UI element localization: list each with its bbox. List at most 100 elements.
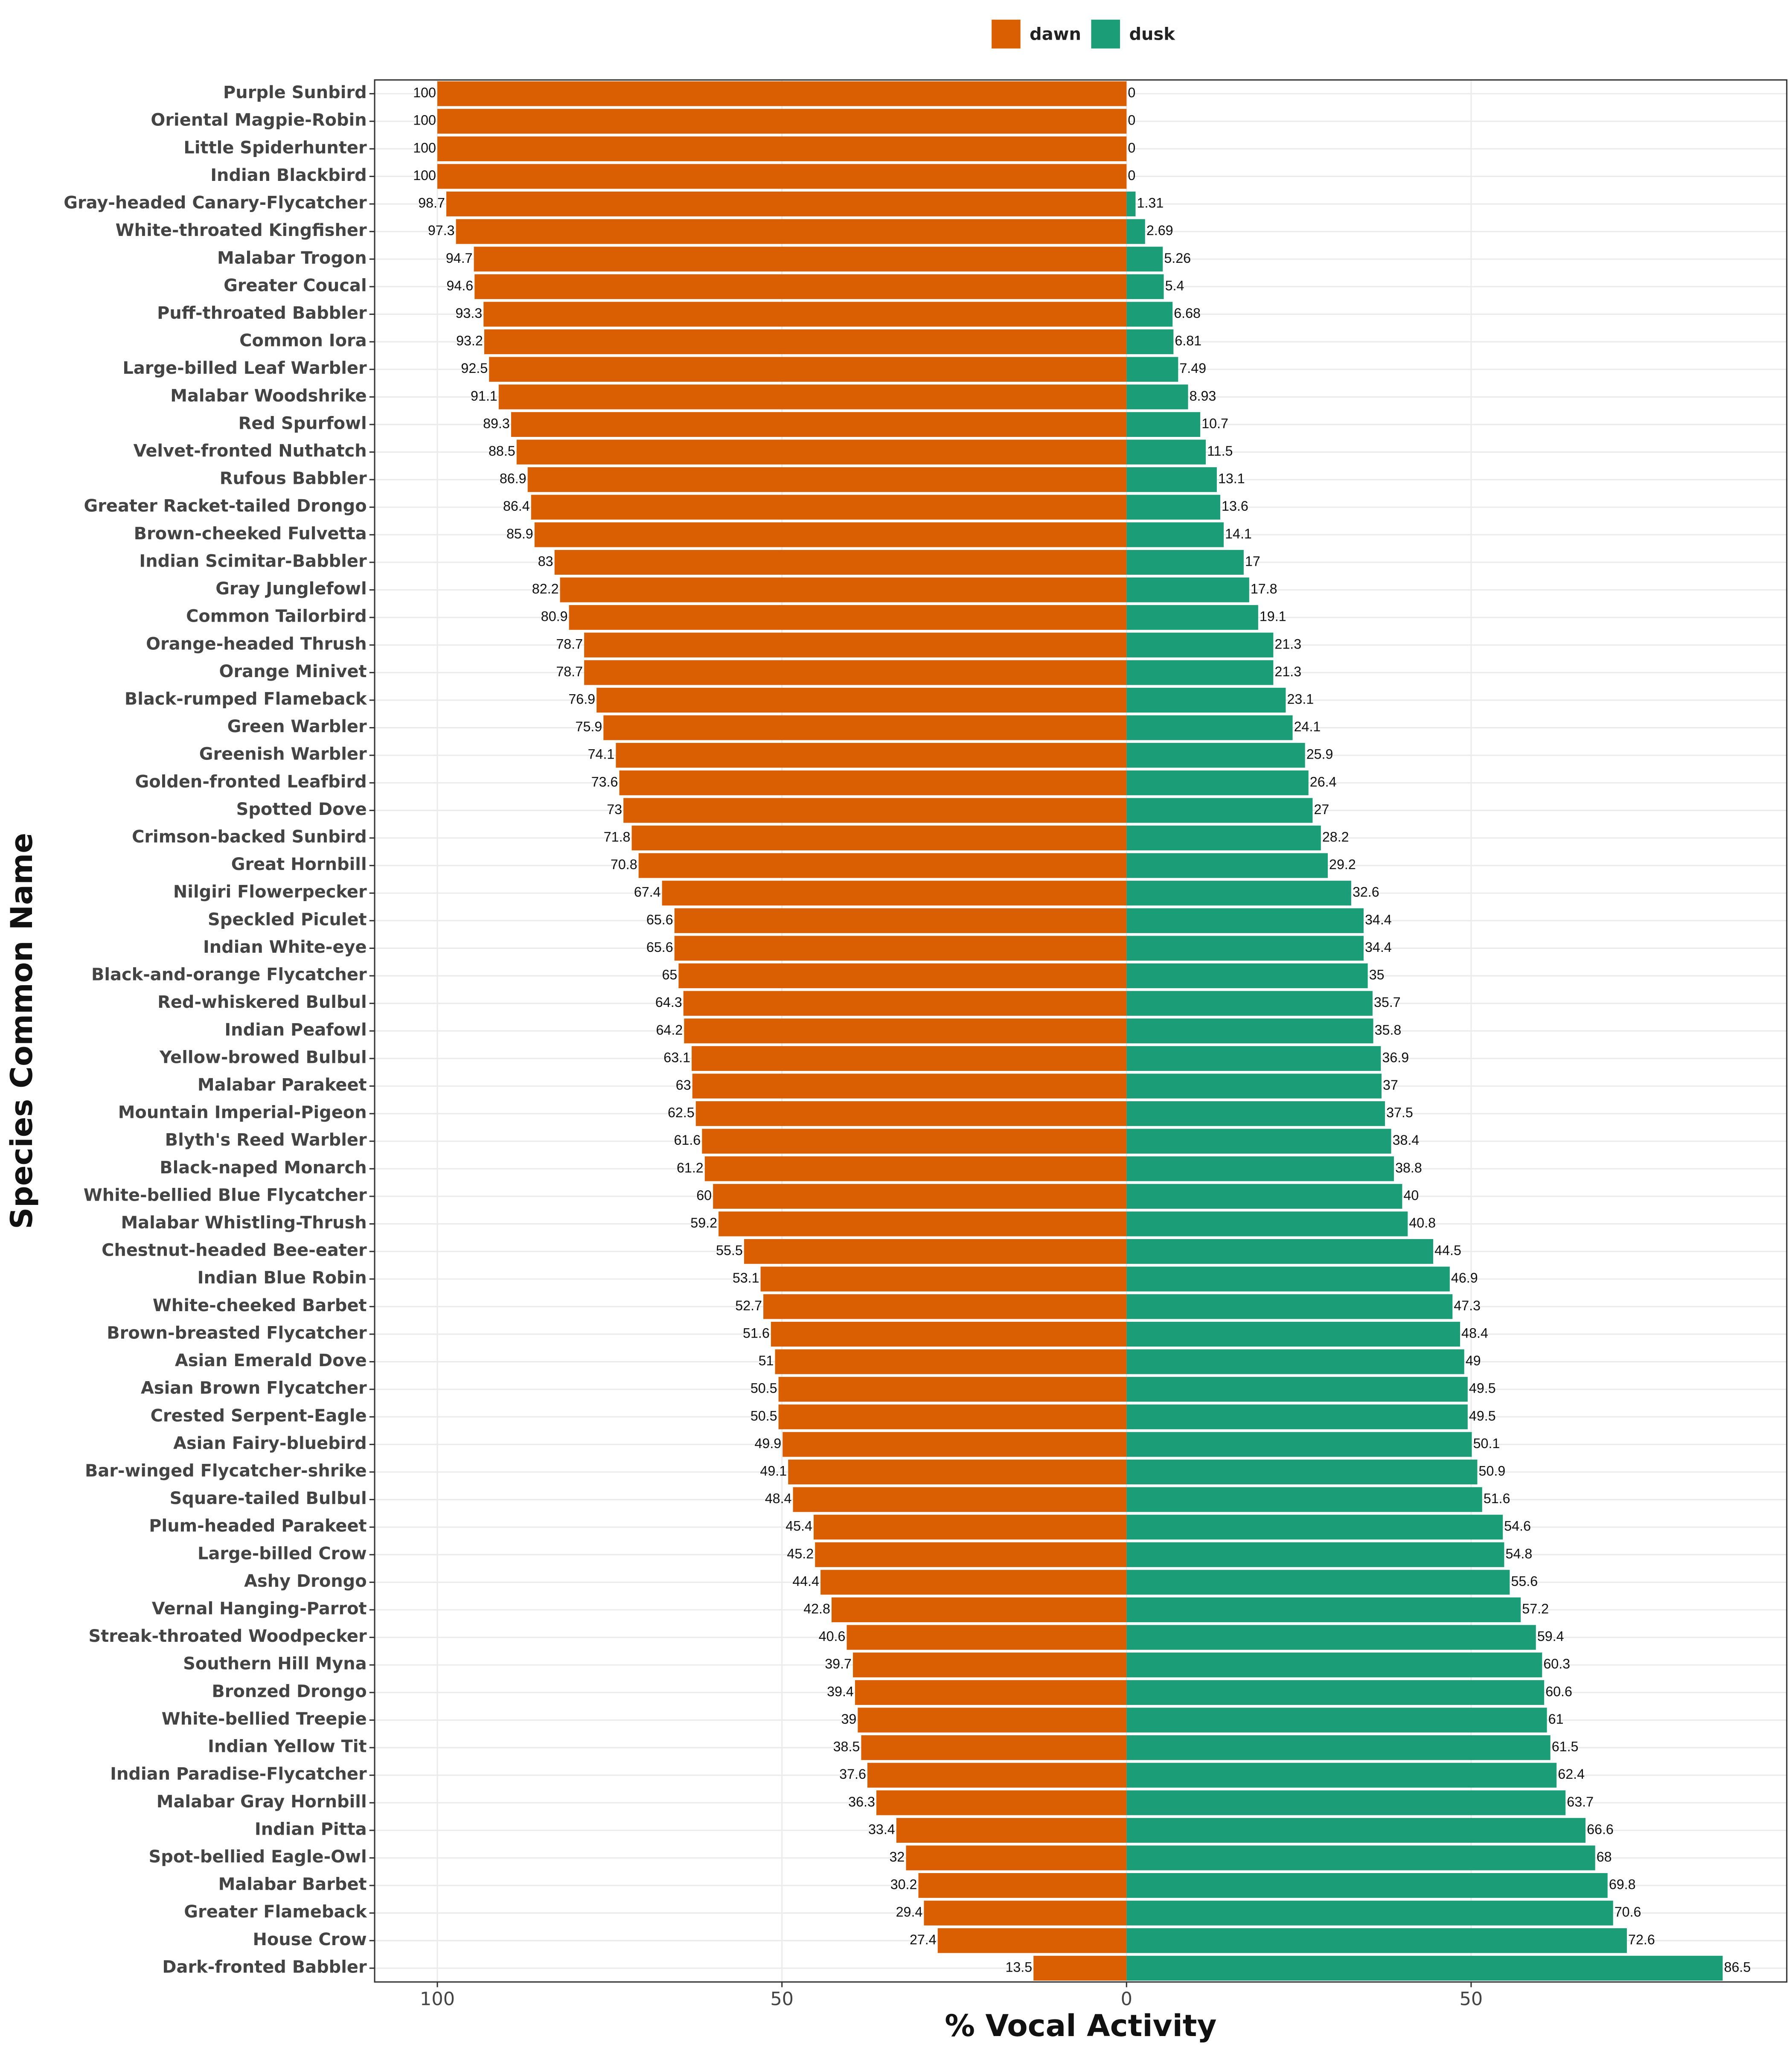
- value-label: 10.7: [1201, 416, 1228, 431]
- value-label: 29.2: [1329, 857, 1356, 872]
- value-label: 70.8: [611, 857, 637, 872]
- bar: [1126, 1735, 1551, 1760]
- bar: [1126, 1708, 1547, 1733]
- value-label: 1.31: [1137, 195, 1164, 211]
- bar: [1126, 1073, 1382, 1099]
- value-label: 63.1: [663, 1050, 690, 1065]
- bar: [474, 247, 1127, 272]
- bar: [778, 1404, 1127, 1429]
- bar: [631, 825, 1127, 851]
- y-tick-label: Common Tailorbird: [186, 607, 367, 626]
- value-label: 60: [696, 1187, 712, 1203]
- value-label: 40: [1403, 1187, 1419, 1203]
- value-label: 6.81: [1175, 333, 1201, 349]
- bar: [1126, 715, 1293, 740]
- bar: [1126, 412, 1201, 437]
- bar: [1126, 1818, 1586, 1843]
- bar: [1126, 963, 1368, 989]
- y-tick-label: Large-billed Crow: [198, 1544, 367, 1563]
- y-tick-label: Bar-winged Flycatcher-shrike: [85, 1461, 367, 1481]
- y-tick-label: Malabar Trogon: [217, 248, 367, 268]
- bar: [1126, 302, 1173, 327]
- bar: [1126, 384, 1188, 410]
- bar: [1126, 1790, 1566, 1815]
- bar: [1126, 1239, 1434, 1264]
- bar: [516, 439, 1127, 465]
- y-tick-label: Great Hornbill: [231, 855, 367, 874]
- value-label: 82.2: [532, 581, 559, 596]
- bar: [1126, 1515, 1503, 1540]
- value-label: 45.2: [787, 1546, 814, 1561]
- y-tick-label: Purple Sunbird: [223, 83, 367, 102]
- value-label: 49.5: [1469, 1408, 1496, 1423]
- bar: [1126, 1680, 1545, 1705]
- bar: [744, 1239, 1127, 1264]
- bar: [456, 219, 1127, 244]
- y-tick-label: Square-tailed Bulbul: [170, 1489, 367, 1508]
- value-label: 63: [676, 1077, 691, 1093]
- y-tick-label: Black-naped Monarch: [160, 1158, 367, 1178]
- y-tick-label: Asian Brown Flycatcher: [141, 1379, 367, 1398]
- bar: [896, 1818, 1127, 1843]
- value-label: 44.4: [792, 1574, 819, 1589]
- bar: [1126, 219, 1145, 244]
- value-label: 85.9: [506, 526, 533, 541]
- bar: [1126, 605, 1258, 630]
- y-tick-label: Malabar Gray Hornbill: [157, 1792, 367, 1812]
- bar: [1126, 357, 1178, 382]
- bar: [1126, 1266, 1450, 1292]
- bar: [534, 522, 1127, 547]
- value-label: 8.93: [1190, 388, 1216, 404]
- value-label: 39: [841, 1711, 856, 1727]
- bar: [1126, 687, 1286, 713]
- bar: [674, 936, 1127, 961]
- bar: [684, 1018, 1127, 1044]
- bar: [1126, 1900, 1613, 1926]
- bar: [1126, 274, 1164, 299]
- bar: [619, 770, 1127, 795]
- bar: [1126, 1928, 1627, 1953]
- value-label: 39.7: [825, 1656, 852, 1672]
- y-tick-label: Malabar Woodshrike: [170, 386, 367, 406]
- value-label: 13.5: [1005, 1959, 1032, 1975]
- value-label: 44.5: [1434, 1243, 1461, 1258]
- value-label: 27: [1314, 802, 1329, 817]
- value-label: 49.1: [760, 1463, 787, 1479]
- bar: [1126, 522, 1224, 547]
- bar: [437, 164, 1127, 189]
- bar: [511, 412, 1127, 437]
- value-label: 38.5: [833, 1739, 860, 1754]
- y-tick-label: Crimson-backed Sunbird: [132, 827, 367, 847]
- value-label: 50.1: [1473, 1436, 1500, 1451]
- y-tick-label: Greenish Warbler: [199, 745, 367, 764]
- value-label: 54.6: [1504, 1519, 1531, 1534]
- value-label: 69.8: [1609, 1877, 1636, 1892]
- bar: [1126, 439, 1206, 465]
- y-tick-label: Plum-headed Parakeet: [149, 1516, 367, 1536]
- bar: [876, 1790, 1127, 1815]
- bar: [702, 1129, 1127, 1154]
- bar: [1126, 798, 1313, 823]
- bar: [937, 1928, 1127, 1953]
- value-label: 70.6: [1615, 1904, 1641, 1920]
- value-label: 65: [662, 967, 677, 983]
- y-tick-label: White-bellied Treepie: [162, 1709, 367, 1729]
- bar: [1126, 247, 1163, 272]
- bar: [775, 1349, 1127, 1374]
- x-tick-label: 0: [1121, 1989, 1132, 2010]
- value-label: 93.2: [456, 333, 483, 349]
- legend-label: dawn: [1030, 24, 1081, 44]
- y-tick-label: Velvet-fronted Nuthatch: [134, 441, 367, 461]
- value-label: 94.6: [446, 278, 473, 293]
- value-label: 50.5: [751, 1381, 777, 1396]
- value-label: 88.5: [489, 443, 515, 459]
- value-label: 27.4: [910, 1932, 937, 1947]
- bar: [437, 109, 1127, 134]
- y-tick-label: Brown-cheeked Fulvetta: [134, 524, 367, 544]
- value-label: 55.5: [716, 1243, 743, 1258]
- value-label: 83: [538, 553, 553, 569]
- bar: [1126, 660, 1274, 685]
- y-tick-label: Indian White-eye: [203, 937, 367, 957]
- y-tick-label: Green Warbler: [227, 717, 367, 736]
- value-label: 51.6: [1484, 1491, 1510, 1506]
